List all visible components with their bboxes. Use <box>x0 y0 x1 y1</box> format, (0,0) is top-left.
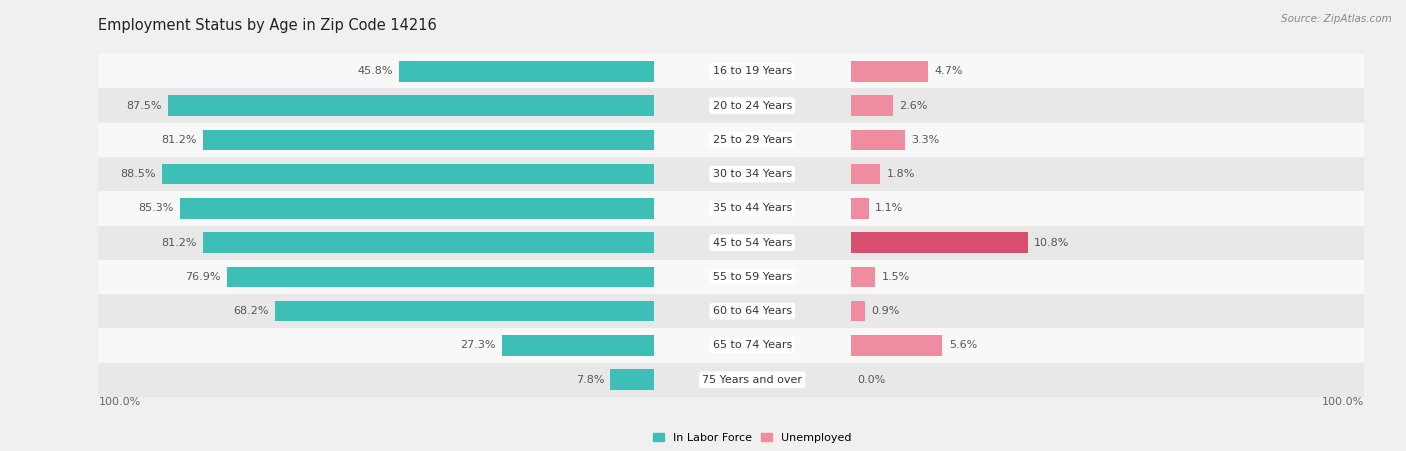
Text: 55 to 59 Years: 55 to 59 Years <box>713 272 792 282</box>
Bar <box>98 123 1364 157</box>
Bar <box>851 232 1028 253</box>
Bar <box>98 54 1364 88</box>
Text: 68.2%: 68.2% <box>233 306 269 316</box>
Text: 75 Years and over: 75 Years and over <box>702 375 803 385</box>
Text: 76.9%: 76.9% <box>184 272 221 282</box>
Bar <box>610 369 654 390</box>
Bar <box>851 95 893 116</box>
Bar <box>98 88 1364 123</box>
Bar <box>851 164 880 184</box>
Bar <box>851 335 942 356</box>
Bar <box>399 61 654 82</box>
Text: 0.9%: 0.9% <box>872 306 900 316</box>
Text: Employment Status by Age in Zip Code 14216: Employment Status by Age in Zip Code 142… <box>98 18 437 33</box>
Legend: In Labor Force, Unemployed: In Labor Force, Unemployed <box>652 433 852 443</box>
Text: 4.7%: 4.7% <box>934 66 963 76</box>
Bar <box>180 198 654 219</box>
Text: 45.8%: 45.8% <box>357 66 394 76</box>
Text: 88.5%: 88.5% <box>121 169 156 179</box>
Bar <box>162 164 654 184</box>
Text: 2.6%: 2.6% <box>900 101 928 110</box>
Text: 10.8%: 10.8% <box>1033 238 1070 248</box>
Bar <box>276 301 654 322</box>
Text: 45 to 54 Years: 45 to 54 Years <box>713 238 792 248</box>
Bar <box>202 129 654 150</box>
Bar <box>98 294 1364 328</box>
Text: 85.3%: 85.3% <box>138 203 174 213</box>
Text: 100.0%: 100.0% <box>98 397 141 407</box>
Text: 1.1%: 1.1% <box>875 203 903 213</box>
Text: 87.5%: 87.5% <box>127 101 162 110</box>
Bar <box>851 129 905 150</box>
Bar <box>851 61 928 82</box>
Text: 65 to 74 Years: 65 to 74 Years <box>713 341 792 350</box>
Bar <box>98 260 1364 294</box>
Bar <box>98 328 1364 363</box>
Text: 16 to 19 Years: 16 to 19 Years <box>713 66 792 76</box>
Text: 3.3%: 3.3% <box>911 135 939 145</box>
Bar <box>851 301 865 322</box>
Text: 7.8%: 7.8% <box>575 375 605 385</box>
Bar <box>98 191 1364 226</box>
Text: 1.5%: 1.5% <box>882 272 910 282</box>
Text: 20 to 24 Years: 20 to 24 Years <box>713 101 792 110</box>
Text: 60 to 64 Years: 60 to 64 Years <box>713 306 792 316</box>
Bar <box>202 232 654 253</box>
Text: 81.2%: 81.2% <box>162 135 197 145</box>
Text: 25 to 29 Years: 25 to 29 Years <box>713 135 792 145</box>
Bar <box>167 95 654 116</box>
Text: Source: ZipAtlas.com: Source: ZipAtlas.com <box>1281 14 1392 23</box>
Bar <box>851 267 875 287</box>
Text: 35 to 44 Years: 35 to 44 Years <box>713 203 792 213</box>
Text: 1.8%: 1.8% <box>886 169 915 179</box>
Bar <box>98 157 1364 191</box>
Text: 30 to 34 Years: 30 to 34 Years <box>713 169 792 179</box>
Text: 5.6%: 5.6% <box>949 341 977 350</box>
Bar <box>98 363 1364 397</box>
Text: 0.0%: 0.0% <box>856 375 886 385</box>
Text: 81.2%: 81.2% <box>162 238 197 248</box>
Text: 27.3%: 27.3% <box>460 341 496 350</box>
Text: 100.0%: 100.0% <box>1322 397 1364 407</box>
Bar <box>502 335 654 356</box>
Bar <box>851 198 869 219</box>
Bar <box>226 267 654 287</box>
Bar <box>98 226 1364 260</box>
